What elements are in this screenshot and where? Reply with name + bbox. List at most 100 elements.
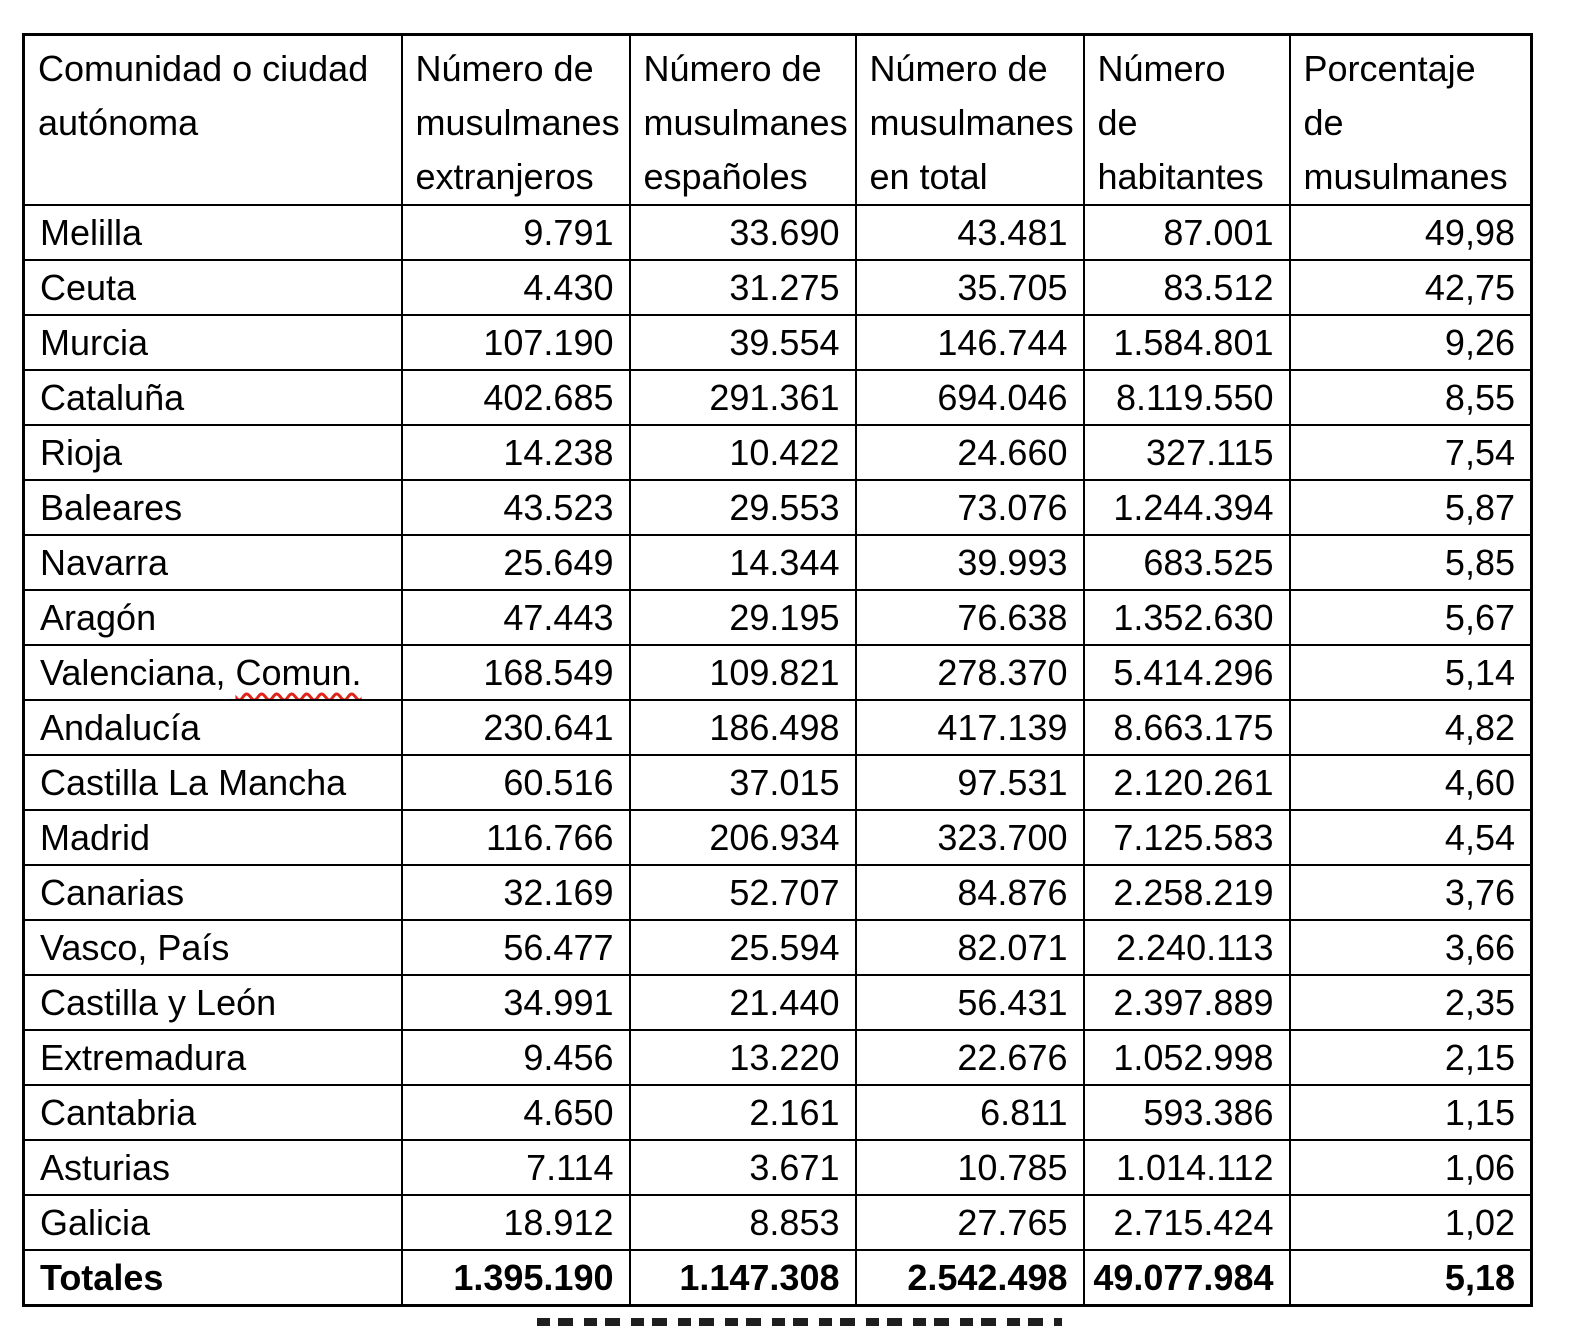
region-name-cell: Cataluña xyxy=(22,369,403,427)
value-cell: 3,66 xyxy=(1288,919,1533,977)
value-cell: 683.525 xyxy=(1082,534,1291,592)
value-cell: 21.440 xyxy=(628,974,857,1032)
value-cell: 42,75 xyxy=(1288,259,1533,317)
value-cell: 25.649 xyxy=(400,534,631,592)
value-cell: 206.934 xyxy=(628,809,857,867)
value-cell: 29.553 xyxy=(628,479,857,537)
value-cell: 5,14 xyxy=(1288,644,1533,702)
header-cell: Número de musulmanes españoles xyxy=(628,33,857,206)
value-cell: 2.258.219 xyxy=(1082,864,1291,922)
table-header: Comunidad o ciudad autónoma Número de mus… xyxy=(22,33,1533,206)
value-cell: 29.195 xyxy=(628,589,857,647)
value-cell: 84.876 xyxy=(854,864,1085,922)
table-row: Baleares 43.523 29.553 73.076 1.244.394 5,87 xyxy=(22,479,1533,537)
value-cell: 2.240.113 xyxy=(1082,919,1291,977)
table-row: Vasco, País 56.477 25.594 82.071 2.240.113 3,… xyxy=(22,919,1533,977)
header-row: Comunidad o ciudad autónoma Número de mus… xyxy=(22,33,1533,206)
region-name-cell: Ceuta xyxy=(22,259,403,317)
table-row: Castilla y León 34.991 21.440 56.431 2.397.8… xyxy=(22,974,1533,1032)
value-cell: 2.397.889 xyxy=(1082,974,1291,1032)
table-row: Castilla La Mancha 60.516 37.015 97.531 2.12… xyxy=(22,754,1533,812)
value-cell: 5,67 xyxy=(1288,589,1533,647)
value-cell: 1,02 xyxy=(1288,1194,1533,1252)
value-cell: 4.650 xyxy=(400,1084,631,1142)
value-cell: 22.676 xyxy=(854,1029,1085,1087)
value-cell: 56.431 xyxy=(854,974,1085,1032)
value-cell: 37.015 xyxy=(628,754,857,812)
value-cell: 56.477 xyxy=(400,919,631,977)
value-cell: 278.370 xyxy=(854,644,1085,702)
table-row: Rioja 14.238 10.422 24.660 327.115 7,54 xyxy=(22,424,1533,482)
value-cell: 3,76 xyxy=(1288,864,1533,922)
value-cell: 52.707 xyxy=(628,864,857,922)
table-row: Melilla 9.791 33.690 43.481 87.001 49,98 xyxy=(22,203,1533,262)
table-row: Andalucía 230.641 186.498 417.139 8.663.175 4… xyxy=(22,699,1533,757)
table-row: Aragón 47.443 29.195 76.638 1.352.630 5,67 xyxy=(22,589,1533,647)
region-name-cell: Madrid xyxy=(22,809,403,867)
value-cell: 402.685 xyxy=(400,369,631,427)
value-cell: 18.912 xyxy=(400,1194,631,1252)
value-cell: 83.512 xyxy=(1082,259,1291,317)
region-name-cell: Valenciana, Comun. xyxy=(22,644,403,702)
value-cell: 49.077.984 xyxy=(1082,1249,1291,1307)
value-cell: 43.523 xyxy=(400,479,631,537)
value-cell: 109.821 xyxy=(628,644,857,702)
region-name-cell: Melilla xyxy=(22,203,403,262)
value-cell: 32.169 xyxy=(400,864,631,922)
value-cell: 82.071 xyxy=(854,919,1085,977)
value-cell: 97.531 xyxy=(854,754,1085,812)
value-cell: 291.361 xyxy=(628,369,857,427)
value-cell: 2.715.424 xyxy=(1082,1194,1291,1252)
region-name-cell: Aragón xyxy=(22,589,403,647)
header-cell: Porcentaje de musulmanes xyxy=(1288,33,1533,206)
region-name-cell: Galicia xyxy=(22,1194,403,1252)
value-cell: 1.244.394 xyxy=(1082,479,1291,537)
value-cell: 9.791 xyxy=(400,203,631,262)
header-cell: Número de habitantes xyxy=(1082,33,1291,206)
region-name-cell: Navarra xyxy=(22,534,403,592)
value-cell: 1.584.801 xyxy=(1082,314,1291,372)
value-cell: 60.516 xyxy=(400,754,631,812)
value-cell: 25.594 xyxy=(628,919,857,977)
table-row: Valenciana, Comun. 168.549 109.821 278.370 5… xyxy=(22,644,1533,702)
region-name-text: Valenciana, xyxy=(40,651,236,693)
table-row: Navarra 25.649 14.344 39.993 683.525 5,85 xyxy=(22,534,1533,592)
value-cell: 8.119.550 xyxy=(1082,369,1291,427)
value-cell: 14.344 xyxy=(628,534,857,592)
value-cell: 186.498 xyxy=(628,699,857,757)
table-row: Ceuta 4.430 31.275 35.705 83.512 42,75 xyxy=(22,259,1533,317)
value-cell: 7.125.583 xyxy=(1082,809,1291,867)
table-row: Madrid 116.766 206.934 323.700 7.125.583 4,54 xyxy=(22,809,1533,867)
header-cell: Número de musulmanes extranjeros xyxy=(400,33,631,206)
table-row: Murcia 107.190 39.554 146.744 1.584.801 9,26 xyxy=(22,314,1533,372)
value-cell: 593.386 xyxy=(1082,1084,1291,1142)
value-cell: 33.690 xyxy=(628,203,857,262)
value-cell: 39.554 xyxy=(628,314,857,372)
value-cell: 1.052.998 xyxy=(1082,1029,1291,1087)
value-cell: 5.414.296 xyxy=(1082,644,1291,702)
value-cell: 1,15 xyxy=(1288,1084,1533,1142)
cutoff-caption-fragment xyxy=(537,1318,1062,1326)
value-cell: 10.422 xyxy=(628,424,857,482)
value-cell: 5,85 xyxy=(1288,534,1533,592)
value-cell: 230.641 xyxy=(400,699,631,757)
region-name-cell: Castilla La Mancha xyxy=(22,754,403,812)
region-name-cell: Baleares xyxy=(22,479,403,537)
value-cell: 5,18 xyxy=(1288,1249,1533,1307)
value-cell: 43.481 xyxy=(854,203,1085,262)
value-cell: 6.811 xyxy=(854,1084,1085,1142)
value-cell: 31.275 xyxy=(628,259,857,317)
value-cell: 417.139 xyxy=(854,699,1085,757)
region-name-cell: Totales xyxy=(22,1249,403,1307)
value-cell: 47.443 xyxy=(400,589,631,647)
header-cell: Comunidad o ciudad autónoma xyxy=(22,33,403,206)
region-name-cell: Vasco, País xyxy=(22,919,403,977)
totals-row: Totales 1.395.190 1.147.308 2.542.498 49.077… xyxy=(22,1249,1533,1307)
table-row: Galicia 18.912 8.853 27.765 2.715.424 1,02 xyxy=(22,1194,1533,1252)
value-cell: 4.430 xyxy=(400,259,631,317)
value-cell: 14.238 xyxy=(400,424,631,482)
value-cell: 34.991 xyxy=(400,974,631,1032)
value-cell: 168.549 xyxy=(400,644,631,702)
region-name-cell: Murcia xyxy=(22,314,403,372)
